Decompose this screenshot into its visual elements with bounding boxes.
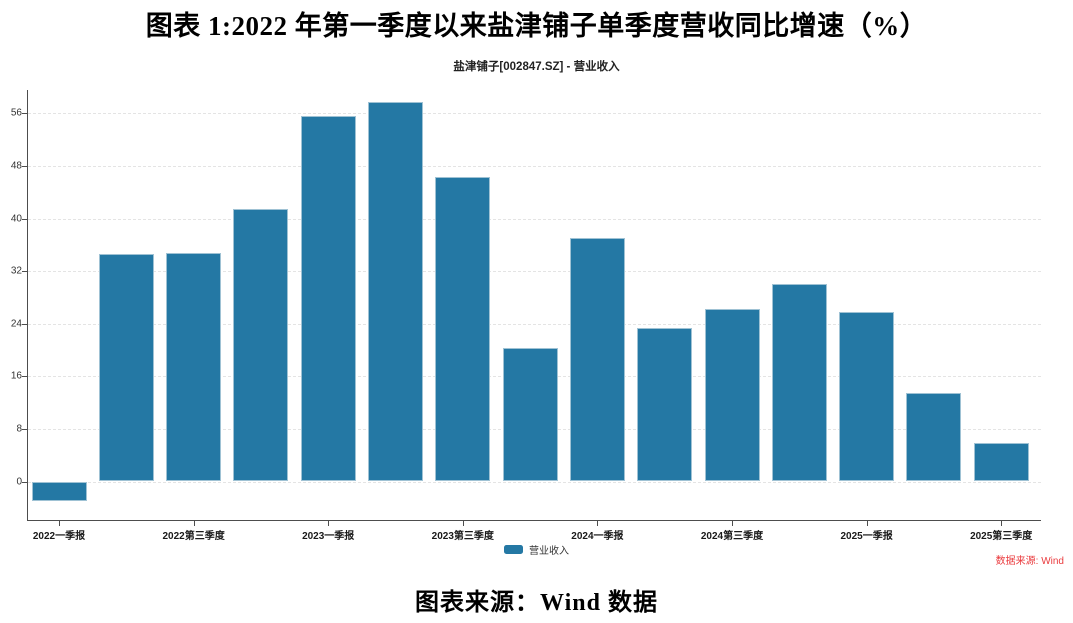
- x-axis-label-4: 2024一季报: [571, 531, 624, 542]
- x-axis-label-1: 2022第三季度: [162, 531, 225, 542]
- bar-营业收入-11: [771, 283, 827, 482]
- gridline-y-32: [28, 271, 1041, 273]
- gridline-y-24: [28, 323, 1041, 325]
- data-source-note: 数据来源: Wind: [995, 556, 1064, 567]
- y-axis-label-16: 16: [10, 370, 22, 382]
- x-axis-label-0: 2022一季报: [32, 531, 86, 542]
- x-axis-label-7: 2025第三季度: [970, 531, 1033, 542]
- x-axis-tick-3: [462, 521, 464, 526]
- bar-营业收入-10: [704, 309, 760, 482]
- legend-label: 营业收入: [529, 546, 569, 557]
- y-axis-label-0: 0: [16, 476, 22, 487]
- bar-营业收入-5: [368, 101, 423, 482]
- y-axis-label-32: 32: [10, 265, 22, 277]
- chart-title: 盐津铺子[002847.SZ] - 营业收入: [453, 61, 620, 73]
- y-axis-label-40: 40: [10, 213, 22, 225]
- bar-营业收入-1: [98, 254, 154, 482]
- chart-legend: 营业收入: [0, 542, 1073, 557]
- bar-营业收入-2: [166, 252, 222, 482]
- bar-营业收入-7: [502, 348, 558, 482]
- figure-caption: 图表来源：Wind 数据: [415, 590, 658, 616]
- bar-营业收入-12: [839, 311, 895, 482]
- bar-营业收入-14: [973, 442, 1029, 482]
- gridline-y-40: [28, 218, 1041, 220]
- figure-title: 图表 1:2022 年第一季度以来盐津铺子单季度营收同比增速（%）: [145, 11, 928, 41]
- y-axis-tick-40: [22, 218, 27, 220]
- x-axis-tick-6: [866, 521, 868, 526]
- x-axis-tick-2: [328, 521, 330, 526]
- y-axis-tick-32: [22, 271, 27, 273]
- x-axis-tick-0: [59, 521, 60, 526]
- y-axis-tick-8: [22, 428, 27, 430]
- bar-营业收入-13: [906, 393, 962, 482]
- y-axis-tick-0: [22, 481, 27, 483]
- y-axis-label-56: 56: [10, 107, 22, 119]
- gridline-y-56: [28, 113, 1041, 115]
- y-axis-tick-16: [22, 376, 27, 378]
- bar-营业收入-8: [569, 238, 625, 482]
- bar-营业收入-6: [435, 177, 491, 482]
- bar-营业收入-0: [31, 481, 87, 502]
- legend-swatch-revenue: [504, 545, 523, 554]
- bar-chart-plot-area: 0 8 16 24 32 40 48 56 2022一季报 2022第三季度 2023一季报 2023…: [11, 90, 1041, 542]
- x-axis-tick-7: [1001, 521, 1003, 526]
- y-axis-label-8: 8: [16, 423, 22, 435]
- x-axis-tick-4: [597, 521, 599, 526]
- x-axis-label-2: 2023一季报: [302, 531, 355, 542]
- y-axis-line: [27, 90, 28, 521]
- x-axis-label-3: 2023第三季度: [431, 531, 494, 542]
- y-axis-tick-56: [22, 113, 27, 115]
- x-axis-label-6: 2025一季报: [840, 531, 893, 542]
- y-axis-tick-48: [22, 165, 27, 167]
- bar-营业收入-9: [637, 327, 693, 482]
- x-axis-line: [27, 520, 1041, 521]
- x-axis-tick-5: [732, 521, 733, 526]
- y-axis-label-48: 48: [10, 160, 22, 172]
- x-axis-label-5: 2024第三季度: [700, 531, 764, 542]
- gridline-y-48: [28, 165, 1041, 167]
- bar-营业收入-3: [233, 209, 289, 482]
- bar-营业收入-4: [300, 116, 356, 482]
- x-axis-tick-1: [193, 521, 195, 526]
- gridline-y-0: [28, 481, 1041, 483]
- y-axis-tick-24: [22, 323, 27, 325]
- y-axis-label-24: 24: [10, 318, 22, 330]
